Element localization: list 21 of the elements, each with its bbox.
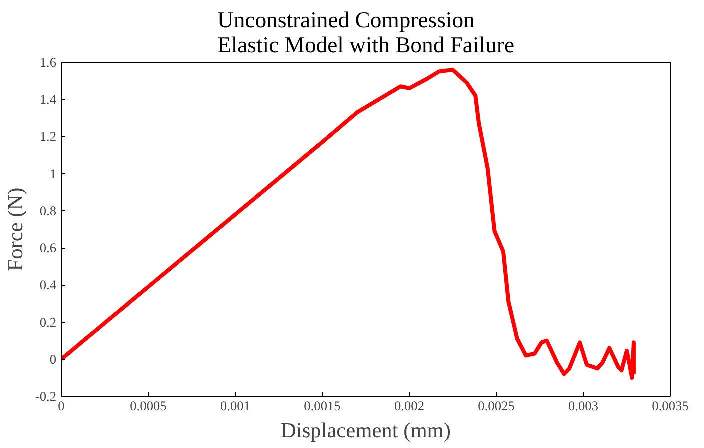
y-axis-title: Force (N) [3, 188, 28, 272]
y-tick-label: 1.4 [40, 92, 57, 108]
y-tick-label: 0.6 [40, 240, 57, 256]
x-tick-label: 0.003 [568, 398, 599, 414]
y-tick-label: -0.2 [35, 389, 57, 404]
y-tick-label: 1.2 [40, 129, 57, 144]
y-tick-label: 0.8 [40, 203, 57, 218]
line-series [62, 68, 636, 380]
x-tick-label: 0.002 [394, 398, 425, 414]
x-axis-title: Displacement (mm) [281, 418, 451, 442]
y-tick-label: 1 [50, 166, 57, 182]
x-tick-label: 0.0005 [130, 398, 168, 414]
y-tick-label: 1.6 [40, 55, 57, 70]
y-tick-label: 0 [50, 352, 57, 367]
chart-title: Unconstrained Compression Elastic Model with Bond Failure [217, 8, 515, 58]
y-tick-label: 0.2 [40, 314, 57, 330]
x-tick-label: 0.001 [220, 398, 251, 414]
x-tick-label: 0.0015 [304, 398, 342, 414]
y-tick-label: 0.4 [40, 278, 57, 293]
x-tick-label: 0.0025 [478, 398, 516, 414]
x-tick-label: 0.0035 [652, 398, 690, 414]
